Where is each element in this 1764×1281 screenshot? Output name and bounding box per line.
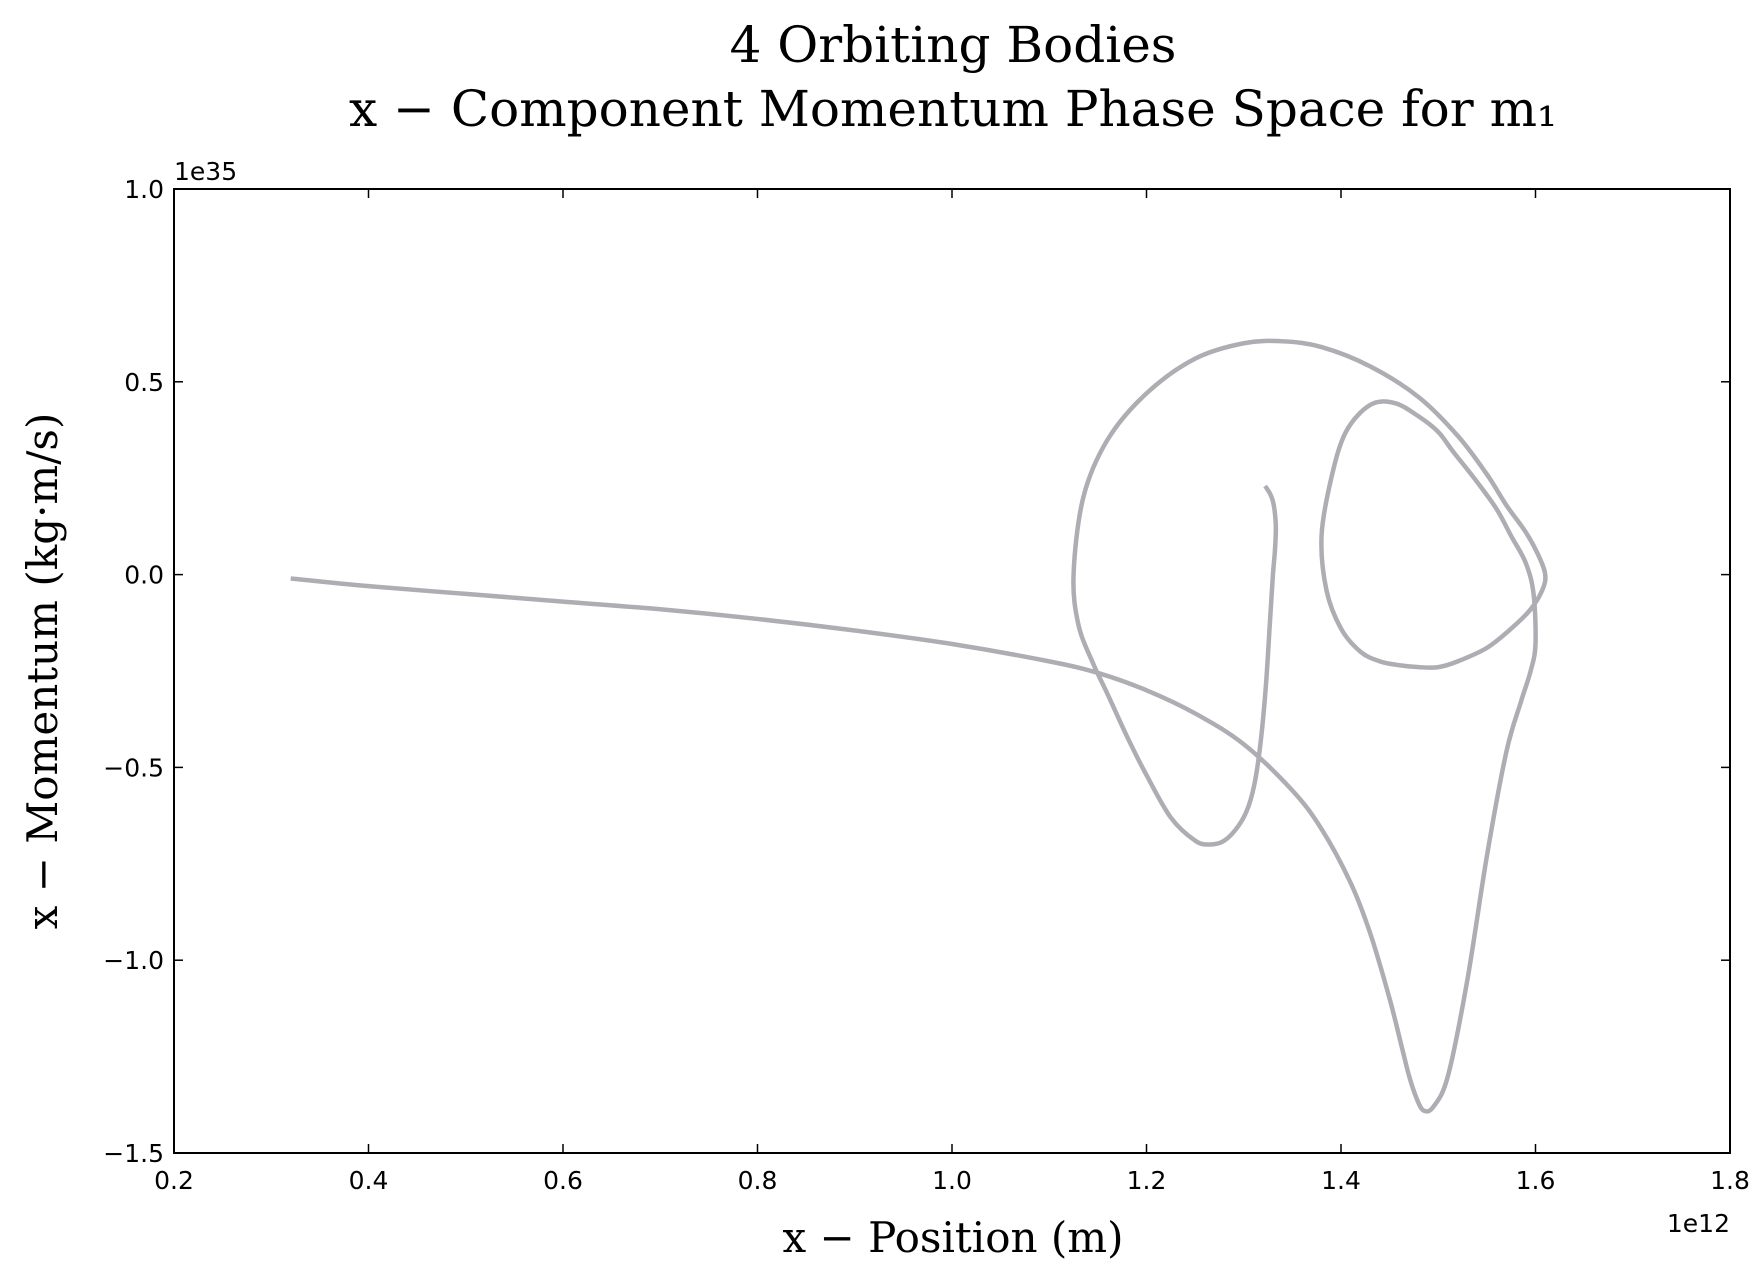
y-axis-label: x − Momentum (kg·m/s) (18, 413, 67, 930)
y-offset-text: 1e35 (174, 157, 237, 186)
y-axis-ticks: 1.0 0.5 0.0 −0.5 −1.0 −1.5 (103, 175, 1730, 1168)
x-tick-label: 1.6 (1516, 1166, 1556, 1195)
x-axis-label: x − Position (m) (782, 1213, 1123, 1262)
chart-subtitle: x − Component Momentum Phase Space for m… (349, 80, 1557, 138)
x-axis-ticks: 0.2 0.4 0.6 0.8 1.0 1.2 1.4 1.6 1.8 (154, 189, 1750, 1195)
y-tick-label: 0.5 (124, 368, 164, 397)
x-tick-label: 0.2 (154, 1166, 194, 1195)
y-tick-label: 1.0 (124, 175, 164, 204)
series-line-0 (290, 338, 1548, 1114)
plot-frame (173, 188, 1731, 1154)
x-tick-label: 1.2 (1127, 1166, 1167, 1195)
y-tick-label: 0.0 (124, 561, 164, 590)
series-group (290, 338, 1548, 1114)
x-tick-label: 1.4 (1321, 1166, 1361, 1195)
y-tick-label: −0.5 (103, 753, 164, 782)
x-tick-label: 0.4 (349, 1166, 389, 1195)
y-tick-label: −1.0 (103, 946, 164, 975)
x-tick-label: 1.8 (1710, 1166, 1750, 1195)
x-tick-label: 0.6 (543, 1166, 583, 1195)
chart-title: 4 Orbiting Bodies (730, 16, 1177, 74)
x-tick-label: 1.0 (932, 1166, 972, 1195)
x-tick-label: 0.8 (738, 1166, 778, 1195)
x-offset-text: 1e12 (1667, 1209, 1730, 1238)
y-tick-label: −1.5 (103, 1139, 164, 1168)
